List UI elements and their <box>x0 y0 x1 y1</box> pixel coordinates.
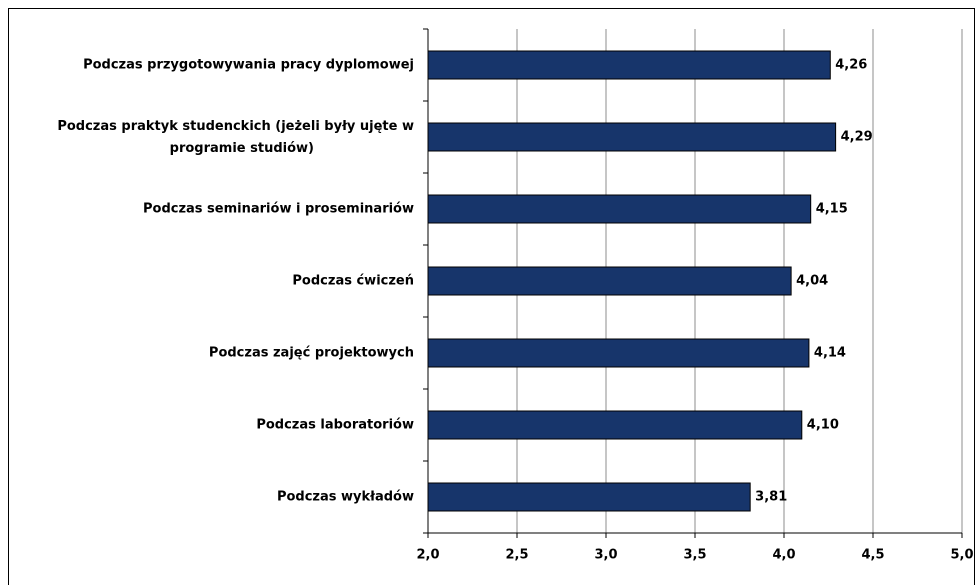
y-tick-label: Podczas ćwiczeń <box>292 274 414 289</box>
y-tick-label: Podczas przygotowywania pracy dyplomowej <box>83 58 414 73</box>
y-tick-label: Podczas wykładów <box>277 490 414 505</box>
bar <box>427 194 812 224</box>
y-tick-label: Podczas laboratoriów <box>256 418 414 433</box>
y-tick-label: Podczas praktyk studenckich (jeżeli były… <box>57 119 414 156</box>
x-tick-label: 3,5 <box>683 548 706 563</box>
y-tick-label: Podczas seminariów i proseminariów <box>143 202 414 217</box>
bar <box>427 266 792 296</box>
data-label: 4,15 <box>816 202 848 217</box>
x-tick-label: 3,0 <box>594 548 617 563</box>
data-label: 3,81 <box>755 490 787 505</box>
data-label: 4,10 <box>807 418 839 433</box>
data-label: 4,04 <box>796 274 828 289</box>
x-tick-label: 2,0 <box>416 548 439 563</box>
bar <box>427 410 803 440</box>
bar <box>427 50 831 80</box>
x-tick-label: 5,0 <box>950 548 973 563</box>
data-label: 4,29 <box>841 130 873 145</box>
x-tick-label: 4,5 <box>861 548 884 563</box>
bar <box>427 482 751 512</box>
data-label: 4,14 <box>814 346 846 361</box>
x-tick-label: 2,5 <box>505 548 528 563</box>
bar <box>427 122 837 152</box>
bar <box>427 338 810 368</box>
x-tick-label: 4,0 <box>772 548 795 563</box>
y-tick-label: Podczas zajęć projektowych <box>209 346 414 361</box>
data-label: 4,26 <box>835 58 867 73</box>
